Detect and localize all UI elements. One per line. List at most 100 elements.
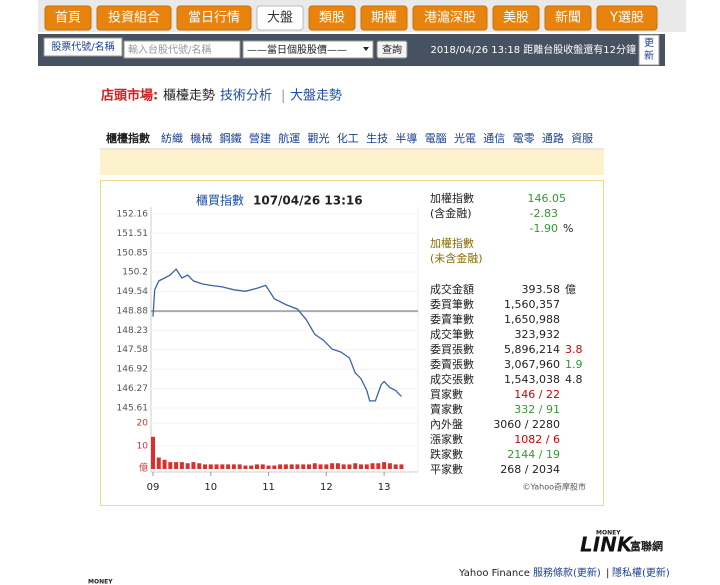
nav-tab[interactable]: [492, 5, 540, 31]
volume-bar: [162, 459, 167, 469]
y-tick-label: 149.54: [117, 287, 149, 297]
y-tick-label: 145.61: [117, 404, 149, 414]
volume-bar: [353, 463, 358, 469]
category-link[interactable]: 觀光: [308, 131, 330, 145]
nav-tab[interactable]: [412, 5, 488, 31]
y2-tick-label: 10: [137, 442, 149, 452]
category-link[interactable]: 營建: [249, 131, 271, 145]
category-link[interactable]: 化工: [337, 131, 359, 145]
x-tick-label: 11: [262, 482, 275, 493]
volume-bar: [376, 463, 381, 469]
quote-select[interactable]: [242, 40, 374, 59]
category-link[interactable]: 通路: [542, 132, 564, 145]
nav-tab-label[interactable]: 新聞: [555, 10, 581, 26]
nav-tab[interactable]: [544, 5, 592, 31]
stat-value: -2.83: [530, 207, 558, 220]
nav-tab-label[interactable]: 美股: [503, 11, 529, 26]
stat-label: 委賣張數: [430, 357, 474, 371]
stat-label: 加權指數: [430, 191, 474, 205]
volume-bar: [283, 464, 288, 469]
submit-button[interactable]: [376, 40, 408, 59]
nav-tab[interactable]: [256, 5, 304, 31]
stat-label: 加權指數: [430, 236, 474, 250]
breadcrumb-separator: |: [281, 89, 285, 104]
x-tick-label: 13: [378, 482, 391, 493]
nav-tab[interactable]: [44, 5, 92, 31]
stat-label: (未含金融): [430, 251, 483, 265]
nav-tab[interactable]: [308, 5, 356, 31]
breadcrumb-link[interactable]: 技術分析: [220, 89, 272, 104]
refresh-label[interactable]: 更新: [644, 37, 654, 62]
category-link[interactable]: 資服: [571, 132, 593, 145]
breadcrumb-link[interactable]: 大盤走勢: [290, 89, 342, 104]
nav-tab[interactable]: [176, 5, 252, 31]
stat-note: 4.8: [565, 373, 583, 386]
volume-bar: [237, 464, 242, 469]
footer-link[interactable]: 服務條款(更新): [533, 566, 601, 579]
category-link[interactable]: 光電: [454, 131, 476, 145]
stat-label: 成交金額: [430, 282, 474, 296]
volume-bar: [312, 463, 317, 469]
category-link[interactable]: 紡織: [161, 131, 183, 145]
footer-separator: |: [606, 568, 609, 579]
search-type-label[interactable]: 股票代號/名稱: [51, 40, 114, 53]
stat-label: 委買張數: [430, 343, 474, 356]
volume-bar: [197, 463, 202, 469]
stat-value: 146.05: [528, 192, 567, 205]
volume-bar: [295, 464, 300, 469]
category-link[interactable]: 電腦: [425, 131, 447, 145]
category-link[interactable]: 電零: [513, 132, 535, 145]
category-link[interactable]: 半導: [395, 131, 417, 145]
volume-bar: [324, 464, 329, 469]
nav-tab-label[interactable]: 首頁: [55, 11, 81, 26]
category-link[interactable]: 生技: [366, 131, 388, 145]
category-link[interactable]: 通信: [483, 132, 505, 145]
y2-tick-label: 20: [137, 419, 149, 429]
category-link[interactable]: 機械: [190, 131, 212, 145]
y2-unit: 億: [139, 462, 148, 474]
volume-bar: [330, 463, 335, 469]
submit-label[interactable]: 查詢: [382, 43, 402, 56]
volume-bar: [364, 464, 369, 469]
logo: LINK: [580, 533, 634, 557]
category-link[interactable]: 鋼鐵: [220, 131, 242, 145]
quote-select-label[interactable]: ——當日個股股價——: [247, 43, 347, 56]
search-placeholder[interactable]: 輸入台股代號/名稱: [128, 43, 211, 56]
chart-frame: [100, 180, 604, 506]
x-tick-label: 09: [147, 482, 160, 493]
stat-value: 146 / 22: [514, 388, 560, 401]
volume-bar: [393, 464, 398, 469]
nav-tab-label[interactable]: Y選股: [609, 11, 644, 26]
nav-tab[interactable]: [596, 5, 658, 31]
nav-tab[interactable]: [360, 5, 408, 31]
y-tick-label: 150.2: [122, 268, 148, 278]
nav-tab-label[interactable]: 類股: [319, 11, 345, 26]
volume-bar: [168, 462, 173, 469]
category-link[interactable]: 櫃檯指數: [106, 131, 150, 145]
select-arrow: [363, 47, 369, 51]
volume-bar: [318, 464, 323, 469]
search-type-button[interactable]: [43, 37, 123, 57]
stat-note: 億: [565, 283, 576, 296]
nav-tab[interactable]: [96, 5, 172, 31]
volume-bar: [185, 463, 190, 469]
volume-bar: [214, 464, 219, 469]
volume-bar: [151, 436, 155, 469]
nav-tab-label[interactable]: 當日行情: [188, 11, 240, 26]
y-tick-label: 150.85: [117, 248, 149, 258]
nav-tab-label[interactable]: 港滬深股: [424, 10, 476, 26]
refresh-button[interactable]: [638, 34, 660, 66]
nav-tab-label[interactable]: 大盤: [267, 11, 293, 26]
volume-bar: [174, 462, 179, 469]
stat-note: 1.9: [565, 358, 583, 371]
volume-bar: [347, 464, 352, 469]
nav-tab-label[interactable]: 投資組合: [108, 10, 160, 26]
footer-brand: Yahoo Finance: [458, 568, 530, 579]
price-line: [152, 268, 402, 402]
category-band: [100, 150, 604, 175]
footer-link[interactable]: 隱私權(更新): [612, 566, 670, 579]
search-input[interactable]: [123, 40, 241, 59]
category-link[interactable]: 航運: [278, 131, 300, 145]
nav-tab-label[interactable]: 期權: [371, 11, 397, 26]
